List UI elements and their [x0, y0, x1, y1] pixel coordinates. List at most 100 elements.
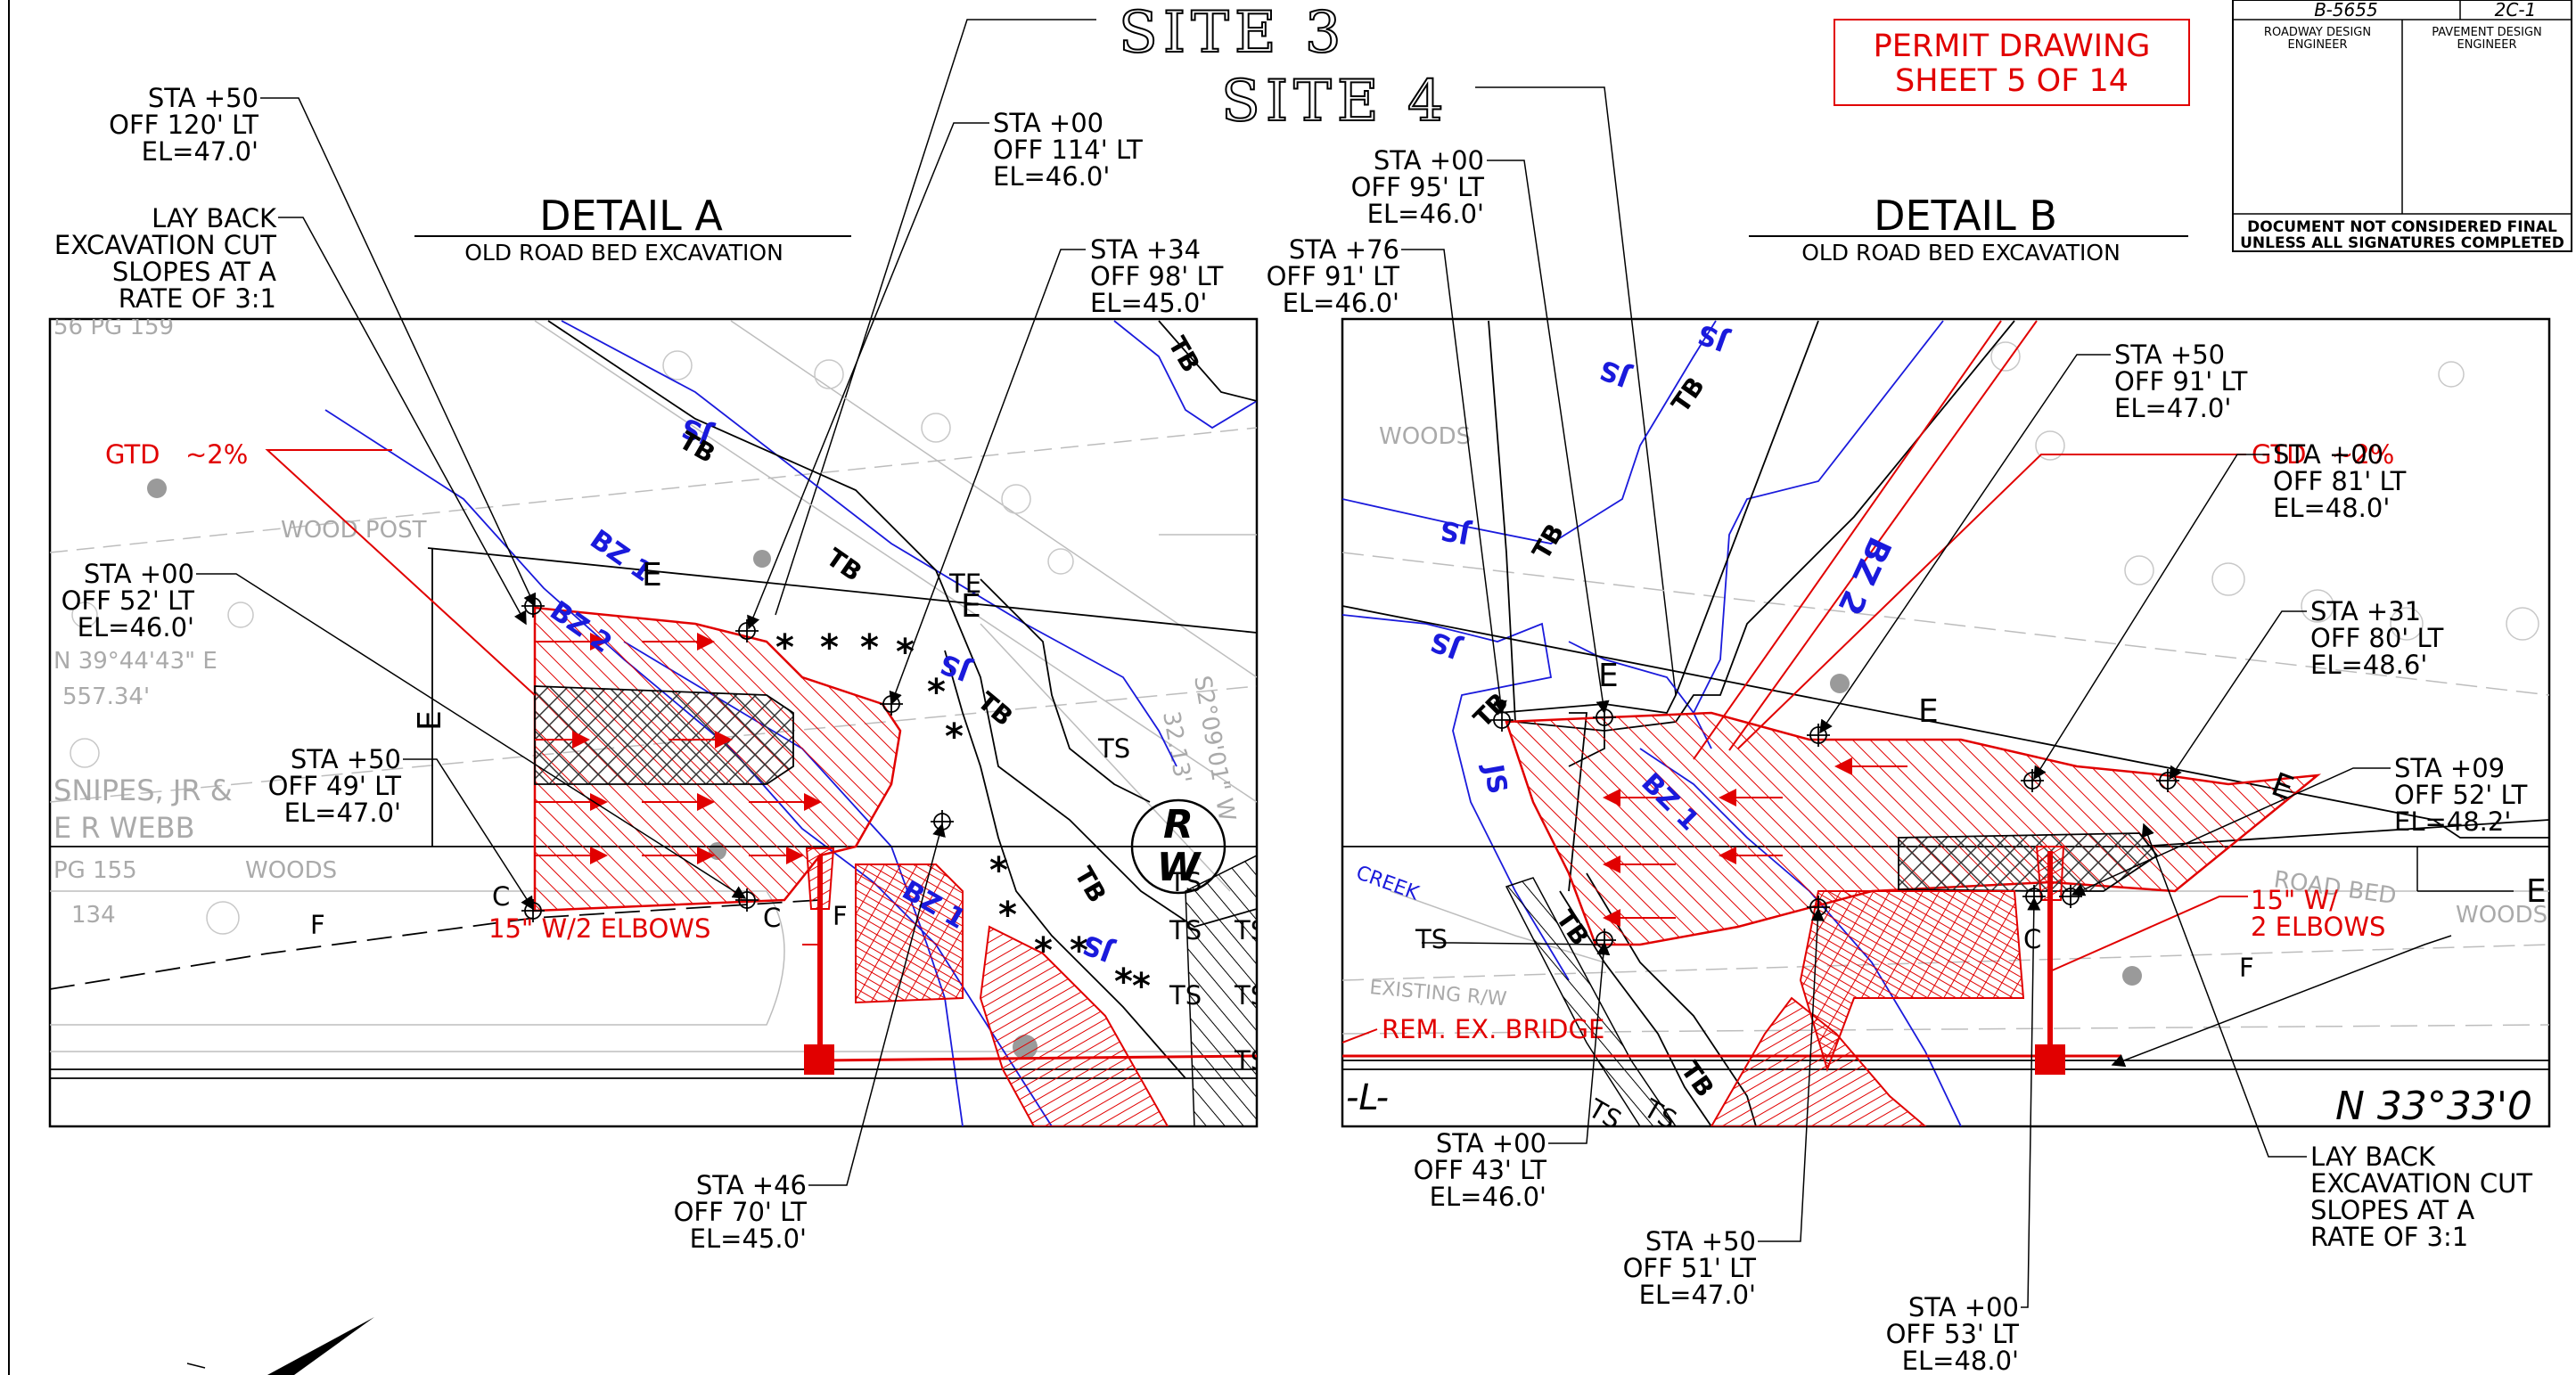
bg-b-woods: WOODS	[1379, 423, 1471, 450]
detail-a-f-1: F	[310, 910, 325, 940]
detail-a-ts-5: TS	[1234, 915, 1267, 945]
svg-text:OFF 114' LT: OFF 114' LT	[993, 135, 1143, 165]
svg-text:OFF 81' LT: OFF 81' LT	[2273, 466, 2407, 496]
svg-text:OFF 52' LT: OFF 52' LT	[62, 585, 195, 616]
detail-a-tb-5: TB	[1162, 331, 1206, 378]
title-block: B-5655 2C-1 ROADWAY DESIGN ENGINEER PAVE…	[2232, 0, 2572, 252]
svg-text:STA +00: STA +00	[1374, 145, 1484, 176]
detail-b-c: C	[2023, 924, 2041, 954]
detail-a-ts-1: TS	[1097, 733, 1130, 764]
svg-text:EL=46.0': EL=46.0'	[1430, 1182, 1546, 1212]
bg-distance: 557.34'	[62, 683, 150, 710]
detail-a-e-2: E	[412, 710, 448, 731]
detail-a-ts-3: TS	[1169, 980, 1202, 1011]
detail-a-e-1: E	[642, 557, 662, 593]
svg-text:OFF 91' LT: OFF 91' LT	[2114, 366, 2248, 397]
svg-text:EL=46.0': EL=46.0'	[1367, 199, 1484, 229]
site-3-leader	[775, 19, 1096, 616]
detail-a-tb-3: TB	[972, 686, 1019, 732]
detail-b-gtd-slope: ~2%	[2332, 439, 2394, 470]
detail-a-gtd: GTD	[105, 439, 160, 470]
svg-text:EL=46.0': EL=46.0'	[78, 612, 194, 642]
svg-text:SLOPES AT A: SLOPES AT A	[2310, 1195, 2474, 1225]
callout-a-1: STA +50 OFF 120' LT EL=47.0'	[109, 83, 537, 608]
svg-text:LAY BACK: LAY BACK	[2310, 1142, 2436, 1172]
svg-text:STA +50: STA +50	[1645, 1226, 1756, 1256]
svg-text:STA +00: STA +00	[1436, 1128, 1546, 1158]
callout-b-2: STA +76 OFF 91' LT EL=46.0'	[1267, 234, 1507, 715]
callout-b-1: STA +00 OFF 95' LT EL=46.0'	[1351, 145, 1610, 715]
svg-text:OFF 52' LT: OFF 52' LT	[2394, 780, 2528, 810]
bg-b-creek: CREEK	[1353, 862, 1423, 905]
detail-b-hatch-area	[1710, 996, 1927, 1126]
detail-a-f-2: F	[833, 901, 848, 931]
detail-a-ts-7: TS	[1234, 1045, 1267, 1076]
detail-b-js-4: JS	[1426, 625, 1466, 665]
svg-text:STA +31: STA +31	[2310, 596, 2421, 626]
callout-b-6: STA +09 OFF 52' LT EL=48.2'	[2071, 753, 2528, 896]
svg-text:EL=45.0': EL=45.0'	[1090, 288, 1207, 318]
detail-b-bz2: BZ 2	[1830, 531, 1898, 620]
detail-a-gtd-slope: ~2%	[185, 439, 248, 470]
svg-text:OFF 91' LT: OFF 91' LT	[1267, 261, 1400, 291]
detail-b-tb-5: TB	[1675, 1056, 1719, 1102]
detail-b-js-3: JS	[1438, 513, 1473, 550]
detail-b-ts-3: TS	[1415, 924, 1448, 954]
site-4-label: SITE 4	[1221, 69, 1449, 135]
detail-a-te: TE	[948, 569, 981, 599]
permit-line-1: PERMIT DRAWING	[1874, 29, 2151, 64]
roadway-engineer-label-1: ROADWAY DESIGN	[2264, 26, 2371, 39]
callout-a-2: LAY BACK EXCAVATION CUT SLOPES AT A RATE…	[54, 203, 527, 626]
callout-a-4: STA +34 OFF 98' LT EL=45.0'	[889, 234, 1224, 706]
detail-a-ts-2: TS	[1169, 915, 1202, 945]
callout-a-6: STA +50 OFF 49' LT EL=47.0'	[268, 744, 534, 911]
detail-a-ts-6: TS	[1234, 980, 1267, 1011]
svg-text:OFF 95' LT: OFF 95' LT	[1351, 172, 1485, 202]
callout-b-10: LAY BACK EXCAVATION CUT SLOPES AT A RATE…	[2141, 823, 2532, 1252]
roadway-engineer-label-2: ENGINEER	[2287, 38, 2347, 52]
sheet-number: 2C-1	[2495, 0, 2537, 20]
detail-b-riprap-area	[1799, 890, 2025, 1073]
pavement-engineer-label-1: PAVEMENT DESIGN	[2432, 26, 2542, 39]
detail-b-cross-hatch	[1898, 832, 2159, 892]
bg-owner-2: E R WEBB	[53, 811, 195, 845]
svg-text:*: *	[927, 672, 946, 713]
callout-a-3: STA +00 OFF 114' LT EL=46.0'	[747, 108, 1143, 630]
detail-b-tb-1: TB	[1666, 372, 1710, 418]
bg-owner-1: SNIPES, JR &	[53, 773, 233, 807]
svg-text:EL=46.0': EL=46.0'	[993, 161, 1110, 192]
detail-a-subtitle: OLD ROAD BED EXCAVATION	[464, 240, 783, 266]
permit-line-2: SHEET 5 OF 14	[1895, 63, 2129, 99]
detail-b-callouts: STA +00 OFF 95' LT EL=46.0' STA +76 OFF …	[1267, 145, 2533, 1375]
detail-a-plan: 56 PG 159 WOOD POST N 39°44'43" E 557.34…	[50, 319, 1267, 1126]
svg-text:LAY BACK: LAY BACK	[152, 203, 277, 233]
bg-distance-2: 32.13'	[1157, 709, 1196, 786]
svg-text:STA +09: STA +09	[2394, 753, 2505, 783]
svg-text:OFF 70' LT: OFF 70' LT	[674, 1197, 808, 1227]
callout-a-5: STA +00 OFF 52' LT EL=46.0'	[62, 559, 747, 899]
detail-a-hatch-area	[979, 925, 1169, 1126]
detail-b-e-1: E	[1598, 658, 1619, 694]
detail-a-riprap-area	[855, 863, 964, 1004]
svg-text:*: *	[860, 627, 879, 668]
rw-marker-w: W	[1157, 845, 1202, 890]
svg-text:*: *	[896, 632, 915, 673]
svg-text:STA +76: STA +76	[1289, 234, 1399, 265]
svg-text:RATE OF 3:1: RATE OF 3:1	[2310, 1222, 2468, 1252]
detail-b-js-2: JS	[1694, 317, 1734, 357]
north-arrow-icon	[186, 1317, 374, 1375]
site-3-label: SITE 3	[1119, 0, 1347, 66]
svg-text:EXCAVATION CUT: EXCAVATION CUT	[2310, 1168, 2532, 1199]
callout-a-7: STA +46 OFF 70' LT EL=45.0'	[674, 823, 946, 1254]
permit-box: PERMIT DRAWING SHEET 5 OF 14	[1834, 19, 2190, 106]
detail-b-rem-bridge: REM. EX. BRIDGE	[1382, 1014, 1604, 1044]
detail-b-f: F	[2239, 953, 2254, 983]
svg-text:STA +00: STA +00	[84, 559, 194, 589]
svg-text:STA +00: STA +00	[993, 108, 1103, 138]
detail-b-bearing: N 33°33'0	[2335, 1084, 2532, 1129]
detail-b-e-edge: E	[2526, 873, 2547, 910]
detail-b-tb-2: TB	[1526, 519, 1570, 565]
callout-b-3: STA +50 OFF 91' LT EL=47.0'	[1819, 340, 2248, 734]
detail-a-cross-hatch	[534, 685, 794, 785]
